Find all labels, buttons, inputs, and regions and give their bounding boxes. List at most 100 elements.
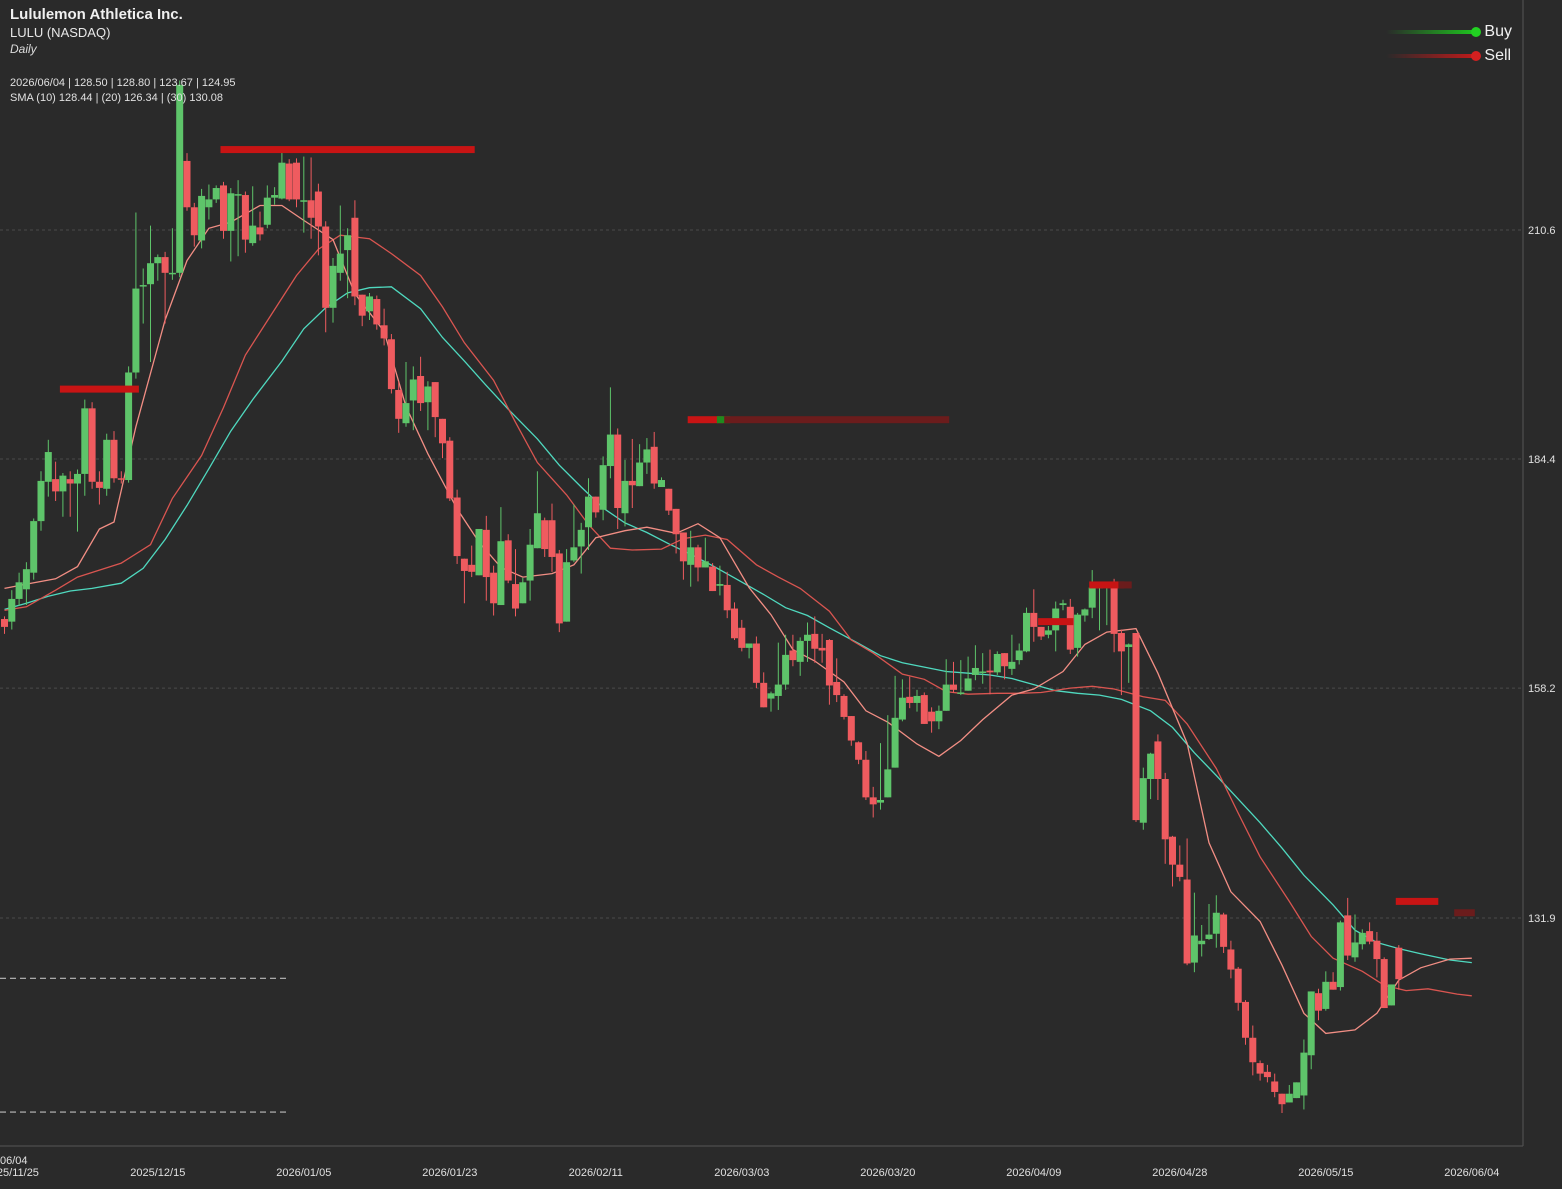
x-tick-label: 2025/11/25 [0, 1167, 39, 1179]
candle-body [585, 496, 592, 528]
candle-body [738, 627, 746, 648]
candle-body [147, 263, 154, 285]
candle-body [767, 693, 775, 699]
legend-sell-label: Sell [1484, 47, 1512, 64]
candle-body [950, 684, 957, 690]
sma-30-line [4, 286, 1472, 964]
y-tick-label: 158.2 [1528, 683, 1556, 695]
candle-body [446, 440, 454, 499]
candle-body [168, 272, 176, 275]
candle-body [570, 547, 578, 561]
signal-bar-sell [220, 146, 475, 154]
candle-body [22, 569, 30, 590]
candle-body [628, 480, 636, 486]
ohlc-readout: 2026/06/04 | 128.50 | 128.80 | 123.67 | … [10, 77, 236, 89]
candle-body [1242, 1001, 1249, 1038]
candle-body [614, 434, 622, 508]
candle-body [183, 160, 191, 208]
candle-body [833, 681, 841, 696]
y-tick-label: 184.4 [1528, 454, 1556, 466]
candle-body [592, 496, 600, 513]
candle-body [731, 608, 738, 639]
candle-body [1190, 935, 1198, 963]
candle-body [1205, 934, 1213, 939]
signal-bar-buy [716, 416, 731, 424]
candle-body [1161, 779, 1169, 840]
candle-body [1322, 981, 1330, 1009]
candle-body [1030, 612, 1038, 627]
x-tick-label: 2026/01/23 [422, 1167, 477, 1179]
candle-body [1336, 922, 1344, 988]
legend-buy: Buy [1386, 20, 1512, 44]
candle-body [979, 671, 987, 673]
candle-body [1285, 1093, 1293, 1103]
candle-body [1256, 1063, 1264, 1074]
signal-bar-sell [59, 385, 139, 393]
candle-body [796, 640, 804, 662]
candle-body [1263, 1071, 1271, 1078]
interval-label: Daily [10, 42, 37, 56]
x-tick-label: 2026/02/11 [569, 1167, 623, 1179]
candle-body [1307, 991, 1315, 1056]
candle-body [402, 403, 410, 424]
candle-body [526, 544, 534, 581]
candle-body [1139, 778, 1147, 823]
candle-body [154, 257, 162, 264]
candle-body [825, 640, 833, 686]
candle-body [1088, 587, 1096, 608]
candle-body [869, 797, 877, 805]
candle-body [1132, 633, 1140, 821]
candle-body [1125, 644, 1133, 647]
candle-body [993, 653, 1001, 673]
candle-body [855, 742, 863, 760]
candle-body [548, 520, 556, 557]
legend-sell: Sell [1386, 44, 1512, 68]
candle-body [1198, 940, 1206, 945]
x-tick-label: 2026/04/28 [1152, 1167, 1207, 1179]
candle-body [205, 199, 213, 208]
candle-body [307, 200, 315, 218]
candle-body [1110, 587, 1118, 634]
sell-line-icon [1386, 51, 1482, 61]
crosshair-x-label: 06/04 [0, 1155, 28, 1167]
candle-body [555, 553, 563, 624]
buy-line-icon [1386, 27, 1482, 37]
candle-body [1344, 915, 1352, 956]
candle-body [110, 439, 118, 479]
candle-body [88, 408, 96, 482]
candle-body [380, 325, 388, 339]
candle-body [373, 299, 381, 325]
signal-bar-sell-faded [1454, 909, 1475, 917]
sma-readout: SMA (10) 128.44 | (20) 126.34 | (30) 130… [10, 92, 224, 104]
candle-body [271, 195, 279, 198]
candle-body [285, 163, 293, 200]
candle-body [862, 759, 870, 798]
candle-body [1300, 1052, 1308, 1096]
candle-body [103, 439, 111, 489]
candle-body [329, 265, 337, 308]
signal-bar-sell [1038, 618, 1074, 626]
candle-body [44, 452, 52, 482]
y-tick-label: 210.6 [1528, 225, 1556, 237]
candle-body [840, 695, 848, 717]
candle-body [1315, 993, 1322, 1011]
candle-body [1373, 940, 1381, 960]
candle-body [336, 253, 344, 273]
candle-body [293, 162, 300, 200]
candle-body [541, 520, 549, 550]
candle-body [599, 465, 607, 510]
candle-body [512, 584, 519, 609]
candle-body [1249, 1037, 1257, 1063]
candle-body [1366, 931, 1374, 942]
candle-body [672, 508, 680, 535]
candle-body [1271, 1081, 1279, 1092]
candle-body [1329, 981, 1337, 990]
candle-body [665, 488, 673, 511]
candle-body [66, 479, 74, 484]
x-tick-label: 2026/05/15 [1298, 1167, 1353, 1179]
candle-body [636, 462, 644, 487]
candle-body [898, 697, 906, 720]
candle-body [906, 696, 914, 703]
candle-body [643, 449, 651, 463]
